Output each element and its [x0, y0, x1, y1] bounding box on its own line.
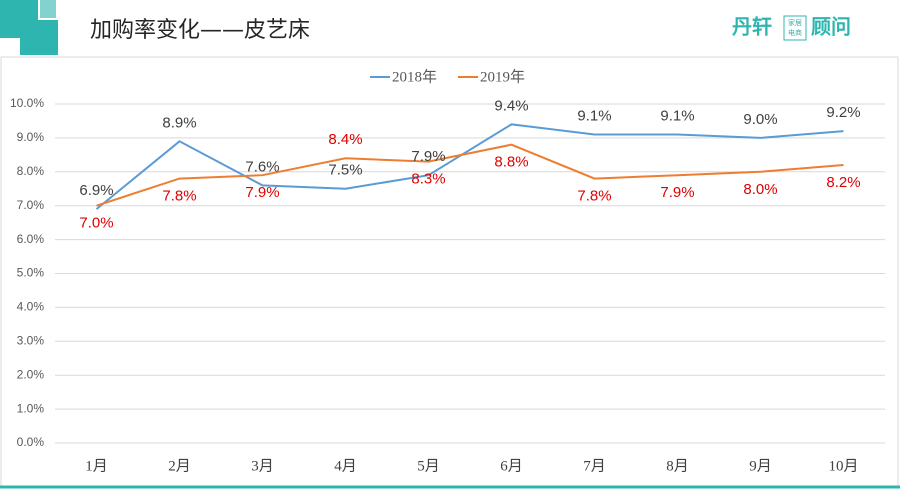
x-tick-label: 5月: [417, 458, 440, 474]
data-label: 8.8%: [494, 154, 528, 171]
y-tick-label: 6.0%: [17, 232, 45, 246]
logo-badge-text: 电商: [788, 28, 802, 37]
data-label: 7.8%: [162, 188, 196, 205]
y-tick-label: 2.0%: [17, 367, 45, 381]
series-line: [95, 123, 844, 210]
y-tick-label: 8.0%: [17, 164, 45, 178]
x-tick-label: 7月: [583, 458, 606, 474]
y-tick-label: 1.0%: [17, 401, 45, 415]
x-tick-label: 6月: [500, 458, 523, 474]
data-label: 7.9%: [660, 184, 694, 201]
data-label: 7.6%: [245, 158, 279, 175]
data-label: 8.9%: [162, 114, 196, 131]
corner-decoration: [40, 0, 56, 18]
data-label: 9.0%: [743, 111, 777, 128]
data-label: 7.9%: [245, 184, 279, 201]
y-tick-label: 3.0%: [17, 333, 45, 347]
data-label: 9.4%: [494, 97, 528, 114]
data-label: 7.0%: [79, 215, 113, 232]
data-label: 8.2%: [826, 174, 860, 191]
y-tick-label: 9.0%: [17, 130, 45, 144]
corner-decoration: [0, 0, 58, 55]
y-tick-label: 0.0%: [17, 435, 45, 449]
x-tick-label: 4月: [334, 458, 357, 474]
data-label: 6.9%: [79, 182, 113, 199]
y-tick-label: 10.0%: [10, 96, 44, 110]
legend-label: 2018年: [392, 68, 437, 85]
y-tick-label: 7.0%: [17, 198, 45, 212]
data-label: 9.1%: [660, 107, 694, 124]
legend-label: 2019年: [480, 68, 525, 85]
x-tick-label: 3月: [251, 458, 274, 474]
chart-title: 加购率变化——皮艺床: [90, 18, 310, 43]
data-label: 8.0%: [743, 181, 777, 198]
x-tick-label: 10月: [828, 458, 858, 474]
logo-badge-text: 家居: [788, 18, 802, 27]
logo-badge: [783, 15, 807, 41]
x-tick-label: 8月: [666, 458, 689, 474]
y-tick-label: 5.0%: [17, 266, 45, 280]
x-tick-label: 1月: [85, 458, 108, 474]
x-tick-label: 9月: [749, 458, 772, 474]
x-tick-label: 2月: [168, 458, 191, 474]
data-label: 7.5%: [328, 162, 362, 179]
logo-text: 顾问: [811, 15, 851, 39]
data-label: 9.2%: [826, 104, 860, 121]
data-label: 9.1%: [577, 107, 611, 124]
logo-text: 丹轩: [732, 15, 772, 39]
y-tick-label: 4.0%: [17, 300, 45, 314]
series-line: [96, 143, 844, 207]
data-label: 8.4%: [328, 131, 362, 148]
data-label: 7.9%: [411, 148, 445, 165]
data-label: 8.3%: [411, 171, 445, 188]
data-label: 7.8%: [577, 188, 611, 205]
